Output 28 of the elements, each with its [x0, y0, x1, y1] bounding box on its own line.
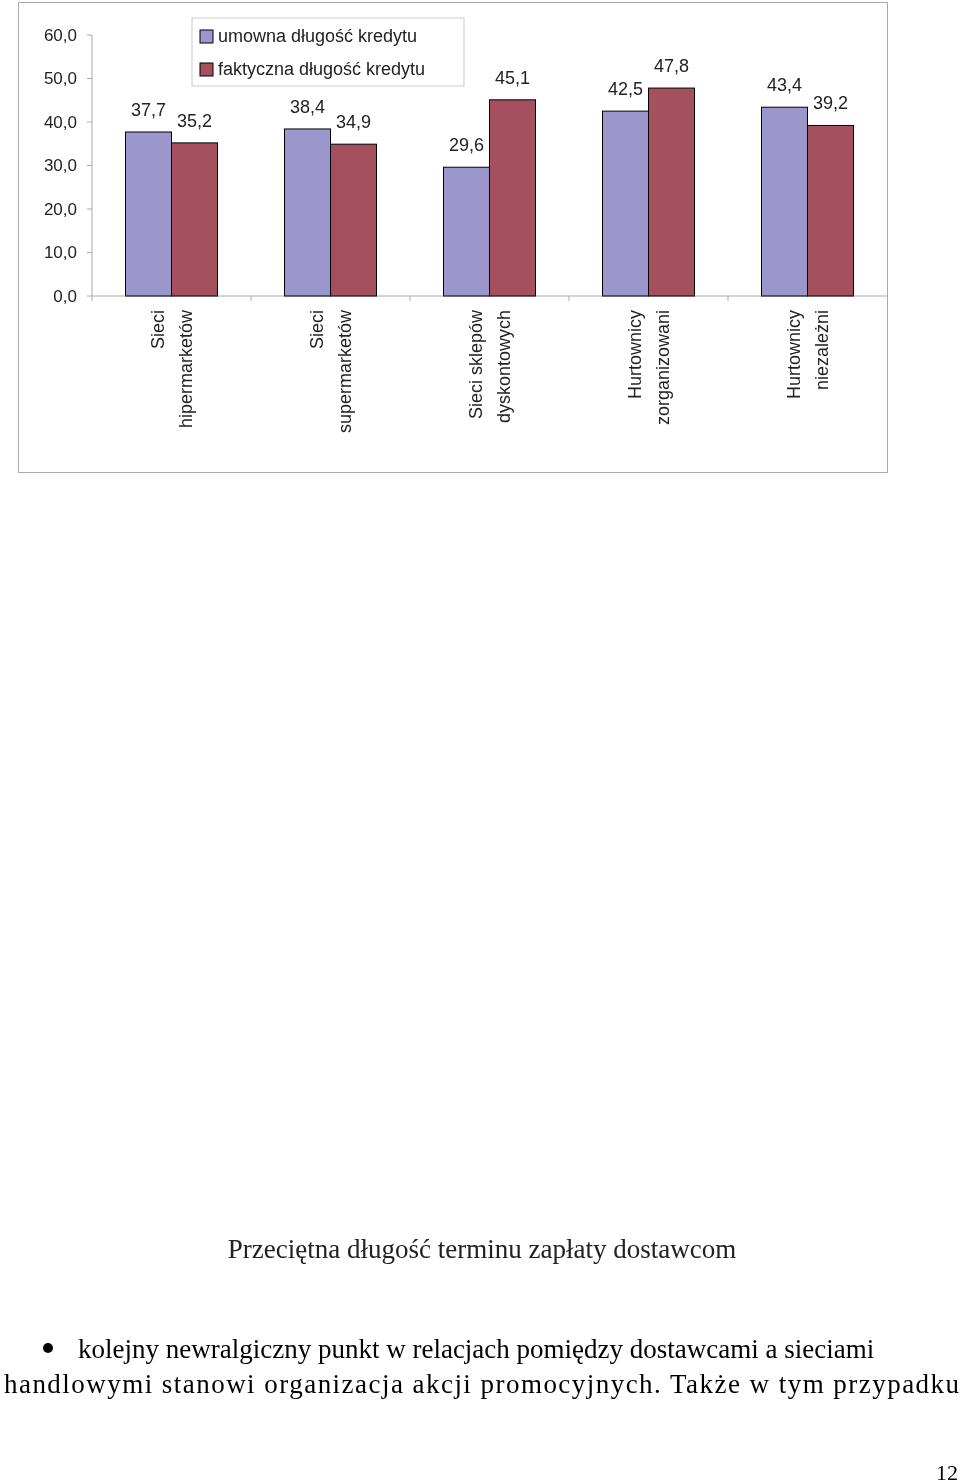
x-tick-label: Hurtownicy zorganizowani	[624, 310, 673, 426]
text: 34,9	[335, 112, 372, 133]
text: Przeciętna długość terminu zapłaty dostawcom	[227, 1234, 737, 1264]
y-tick-label: 40,0	[43, 112, 77, 132]
y-tick-label: 50,0	[43, 69, 77, 89]
text: handlowymi stanowi organizacja akcji promocyjnych. Także w tym przypadku	[4, 1369, 960, 1399]
x-tick-label: Sieci supermarketów	[306, 309, 355, 434]
text: 39,2	[812, 93, 849, 114]
text: 47,8	[653, 56, 690, 77]
text: 38,4	[289, 96, 326, 117]
text: 37,7	[130, 100, 167, 120]
legend-label: faktyczna długość kredytu	[218, 59, 426, 79]
text: 43,4	[766, 75, 803, 96]
y-tick-label: 30,0	[43, 156, 77, 176]
y-tick-label: 60,0	[43, 25, 77, 45]
text: 45,1	[494, 67, 531, 88]
legend-label: umowna długość kredytu	[218, 26, 418, 46]
text: kolejny newralgiczny punkt w relacjach pomiędzy dostawcami a sieciami	[78, 1334, 875, 1364]
text: 12	[936, 1460, 958, 1483]
text: 29,6	[448, 135, 485, 156]
x-tick-label: Hurtownicy niezależni	[783, 310, 832, 400]
text: 35,2	[176, 110, 213, 131]
text: 42,5	[607, 79, 644, 100]
x-tick-label: Sieci hipermarketów	[147, 309, 196, 429]
y-tick-label: 0,0	[53, 286, 77, 306]
y-tick-label: 20,0	[43, 199, 77, 219]
x-tick-label: Sieci sklepów dyskontowych	[465, 309, 514, 424]
y-tick-label: 10,0	[43, 243, 77, 263]
